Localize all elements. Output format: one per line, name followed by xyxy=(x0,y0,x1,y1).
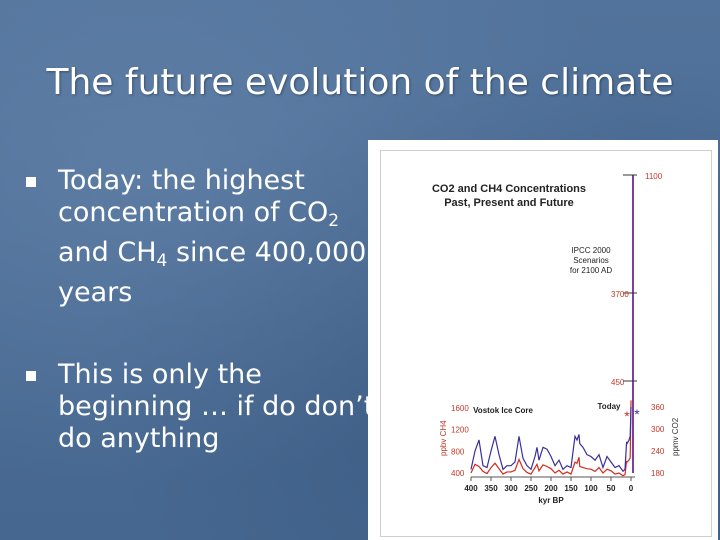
chart-subtitle: Past, Present and Future xyxy=(444,197,574,209)
bullet-square-icon xyxy=(26,177,36,187)
left-tick-label: 1200 xyxy=(451,426,469,435)
series-co2-line xyxy=(470,406,632,473)
scenario-tick-label: 1100 xyxy=(645,172,663,181)
chart-panel: CO2 and CH4 Concentrations Past, Present … xyxy=(368,140,718,540)
scenario-label: IPCC 2000 xyxy=(571,246,611,255)
today-star-co2: * xyxy=(634,406,640,422)
x-tick-label: 200 xyxy=(544,484,558,493)
today-star-ch4: * xyxy=(624,408,630,424)
slide-title: The future evolution of the climate xyxy=(46,62,674,103)
right-tick-label: 180 xyxy=(651,469,665,478)
x-tick-label: 400 xyxy=(464,484,478,493)
bullet-text-part: and CH xyxy=(58,237,157,268)
today-label: Today xyxy=(598,402,622,411)
scenario-label: Scenarios xyxy=(573,256,609,265)
series-ch4-line xyxy=(470,400,632,477)
x-tick-label: 250 xyxy=(524,484,538,493)
vostok-label: Vostok Ice Core xyxy=(473,406,533,415)
x-tick-label: 300 xyxy=(504,484,518,493)
x-tick-label: 150 xyxy=(564,484,578,493)
scenario-tick-label: 3700 xyxy=(611,290,629,299)
x-tick-label: 350 xyxy=(484,484,498,493)
bullet-square-icon xyxy=(26,371,36,381)
bullet-text: This is only the beginning … if do don’t… xyxy=(58,359,375,454)
x-tick-label: 50 xyxy=(607,484,616,493)
bullet-item: Today: the highest concentration of CO2 … xyxy=(20,165,380,309)
bullet-list: Today: the highest concentration of CO2 … xyxy=(20,165,380,505)
chart-title: CO2 and CH4 Concentrations xyxy=(432,183,586,195)
left-axis-label: ppbv CH4 xyxy=(439,420,448,456)
bullet-item: This is only the beginning … if do don’t… xyxy=(20,359,380,455)
right-tick-label: 360 xyxy=(651,403,665,412)
left-tick-label: 400 xyxy=(451,469,465,478)
climate-chart: CO2 and CH4 Concentrations Past, Present … xyxy=(432,172,680,505)
bullet-text-part: since 400,000 years xyxy=(58,237,367,308)
scenario-label: for 2100 AD xyxy=(570,266,612,275)
x-tick-label: 100 xyxy=(584,484,598,493)
scenario-tick-label: 450 xyxy=(611,378,625,387)
right-axis-label: ppmv CO2 xyxy=(671,417,680,456)
x-axis-label: kyr BP xyxy=(538,496,564,505)
subscript: 2 xyxy=(328,211,340,231)
left-tick-label: 800 xyxy=(451,447,465,456)
subscript: 4 xyxy=(156,251,168,271)
x-tick-label: 0 xyxy=(629,484,634,493)
bullet-text-part: Today: the highest concentration of CO xyxy=(58,165,329,228)
chart-frame: CO2 and CH4 Concentrations Past, Present … xyxy=(380,150,712,537)
right-tick-label: 300 xyxy=(651,425,665,434)
right-tick-label: 240 xyxy=(651,447,665,456)
left-tick-label: 1600 xyxy=(451,404,469,413)
